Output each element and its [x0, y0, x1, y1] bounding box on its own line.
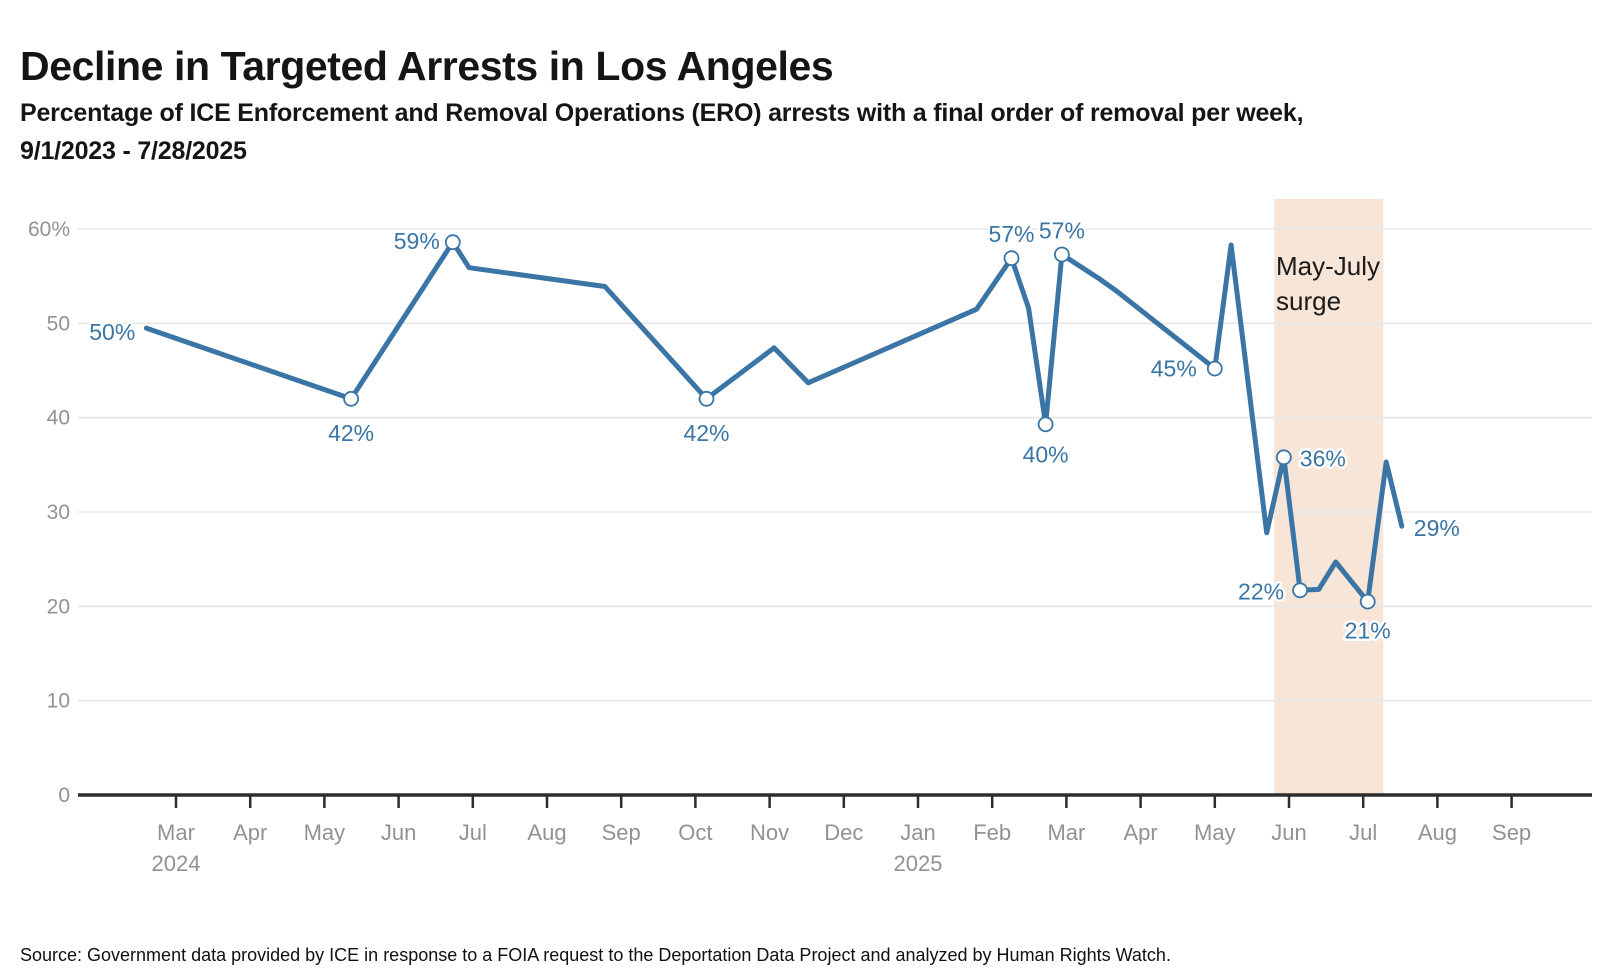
data-point-marker	[1206, 360, 1223, 377]
x-axis-label: Mar	[157, 820, 195, 845]
data-point-marker	[1292, 582, 1308, 599]
data-point-label: 57%	[1039, 218, 1085, 244]
chart-subtitle-line-2: 9/1/2023 - 7/28/2025	[20, 137, 247, 165]
surge-annotation-line-1: May-July	[1276, 251, 1381, 281]
data-point-label: 59%	[394, 228, 440, 254]
x-axis-label: Oct	[678, 820, 712, 845]
y-axis-label: 10	[47, 690, 70, 713]
surge-annotation-line-2: surge	[1276, 286, 1342, 316]
x-axis-label: Aug	[527, 820, 566, 845]
y-axis-label: 60%	[28, 218, 70, 241]
x-axis-label: Jul	[1349, 820, 1377, 845]
x-axis-label: Jan	[900, 820, 935, 845]
data-point-label: 42%	[328, 420, 374, 446]
chart-title: Decline in Targeted Arrests in Los Angel…	[20, 43, 834, 90]
y-axis-label: 0	[58, 784, 70, 807]
chart-subtitle: Percentage of ICE Enforcement and Remova…	[20, 94, 1304, 170]
data-point-marker	[1003, 250, 1020, 267]
data-point-label: 40%	[1023, 441, 1069, 467]
data-point-marker	[1359, 593, 1376, 610]
data-point-label: 22%	[1238, 578, 1284, 604]
data-point-label: 21%	[1345, 618, 1391, 644]
x-axis-label: Mar	[1047, 820, 1085, 845]
x-axis-label: Apr	[1123, 820, 1157, 845]
x-axis-label: Sep	[602, 820, 641, 845]
y-axis-label: 30	[47, 501, 70, 524]
x-axis-label: Jul	[459, 820, 487, 845]
chart-subtitle-line-1: Percentage of ICE Enforcement and Remova…	[20, 99, 1304, 127]
data-point-marker	[698, 390, 715, 407]
surge-annotation: May-July surge	[1276, 249, 1380, 319]
data-point-marker	[444, 234, 461, 251]
data-point-marker	[1275, 449, 1292, 466]
y-axis-label: 50	[47, 312, 70, 335]
y-axis-label: 40	[47, 407, 70, 430]
data-point-label: 42%	[683, 420, 729, 446]
data-point-label: 57%	[988, 221, 1034, 247]
x-axis-label: Apr	[233, 820, 267, 845]
y-axis-label: 20	[47, 595, 70, 618]
data-point-label: 29%	[1414, 515, 1460, 541]
data-point-label: 50%	[89, 319, 135, 345]
data-point-marker	[1037, 416, 1054, 433]
x-axis-label: Aug	[1418, 820, 1457, 845]
source-note: Source: Government data provided by ICE …	[20, 945, 1171, 965]
x-axis-label: Dec	[824, 820, 863, 845]
x-axis-label: May	[304, 820, 346, 845]
data-point-marker	[343, 390, 360, 407]
x-axis-label: Nov	[750, 820, 789, 845]
x-axis-label: Jun	[1271, 820, 1306, 845]
surge-band	[1274, 199, 1384, 795]
x-axis-label: Jun	[381, 820, 416, 845]
x-axis-label: May	[1194, 820, 1236, 845]
data-point-label: 36%	[1300, 445, 1346, 471]
data-point-label: 45%	[1151, 356, 1197, 382]
x-axis-year-label: 2025	[894, 851, 943, 876]
x-axis-label: Feb	[973, 820, 1011, 845]
data-point-marker	[1054, 246, 1070, 263]
x-axis-year-label: 2024	[152, 851, 201, 876]
x-axis-label: Sep	[1492, 820, 1531, 845]
